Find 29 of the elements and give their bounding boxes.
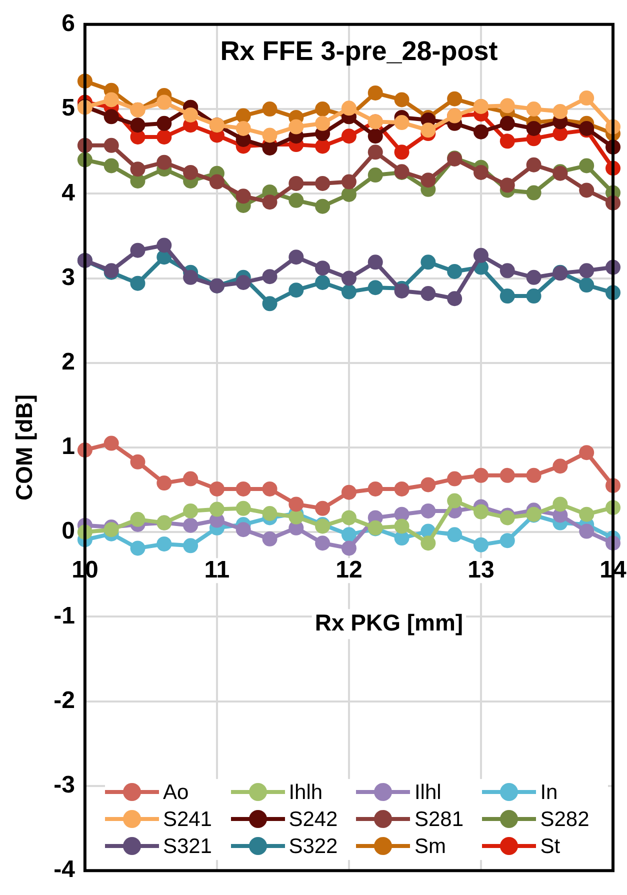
chart-title: Rx FFE 3-pre_28-post	[220, 36, 498, 66]
x-axis-title: Rx PKG [mm]	[314, 609, 464, 636]
y-tick-label: -2	[54, 686, 75, 714]
legend-label: St	[540, 834, 560, 860]
y-tick-label: 2	[62, 348, 75, 376]
y-tick-label: -3	[54, 772, 75, 799]
y-tick-label: 6	[62, 10, 75, 38]
y-tick-label: 0	[62, 518, 75, 545]
y-axis-title: COM [dB]	[11, 394, 38, 501]
y-tick-label: -4	[54, 856, 76, 884]
y-tick-label: 1	[62, 433, 75, 460]
legend-label: S242	[288, 806, 338, 833]
legend-label: Ilhl	[414, 780, 442, 806]
legend-label: S282	[540, 806, 590, 833]
x-tick-label: 13	[468, 556, 494, 584]
x-tick-label: 11	[204, 556, 230, 584]
y-tick-label: 3	[62, 264, 75, 291]
legend-label: Sm	[414, 834, 446, 860]
legend-label: Ihlh	[288, 780, 323, 806]
y-tick-label: -1	[54, 602, 75, 630]
legend-label: Ao	[162, 780, 189, 806]
y-tick-label: 4	[62, 179, 76, 206]
legend-label: S321	[162, 834, 212, 860]
legend-label: In	[540, 780, 558, 806]
legend-label: S281	[414, 806, 464, 833]
x-tick-label: 12	[336, 556, 362, 584]
legend-label: S322	[288, 834, 338, 860]
legend-label: S241	[162, 806, 212, 833]
y-tick-label: 5	[62, 94, 75, 122]
